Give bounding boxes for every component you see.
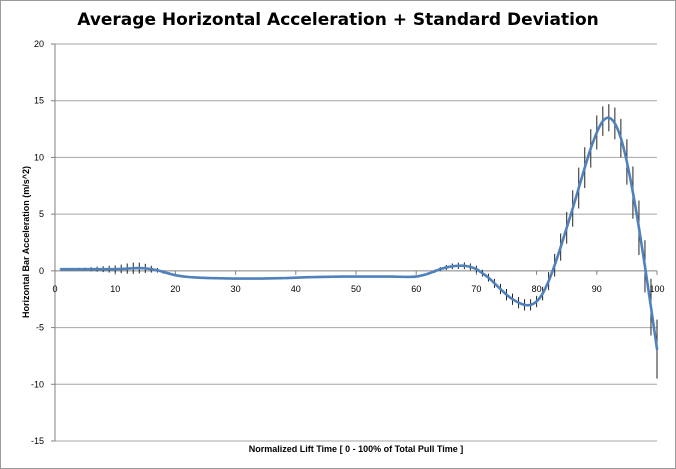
y-tick-label-20: 20	[34, 39, 44, 49]
axes	[51, 43, 658, 442]
y-tick-label-10: 10	[34, 152, 44, 162]
x-tick-label-40: 40	[291, 284, 301, 294]
y-tick-label-0: 0	[39, 266, 44, 276]
x-tick-label-70: 70	[471, 284, 481, 294]
x-tick-label-10: 10	[110, 284, 120, 294]
y-tick-label-15: 15	[34, 96, 44, 106]
x-tick-label-20: 20	[170, 284, 180, 294]
series-line-0	[59, 116, 659, 351]
x-tick-label-30: 30	[231, 284, 241, 294]
series-group	[59, 116, 659, 351]
x-axis-label: Normalized Lift Time [ 0 - 100% of Total…	[248, 444, 464, 454]
y-tick-label--15: -15	[31, 436, 44, 446]
x-tick-label-80: 80	[532, 284, 542, 294]
x-tick-label-100: 100	[649, 284, 664, 294]
x-tick-label-0: 0	[52, 284, 57, 294]
x-tick-label-60: 60	[411, 284, 421, 294]
y-tick-label-5: 5	[39, 209, 44, 219]
y-tick-label--10: -10	[31, 379, 44, 389]
y-tick-label--5: -5	[36, 323, 44, 333]
x-tick-label-50: 50	[351, 284, 361, 294]
x-tick-label-90: 90	[592, 284, 602, 294]
error-bars	[60, 104, 658, 379]
gridlines	[55, 43, 657, 442]
tick-labels: -15 -10 -5 0 5 10 15 20 0 10 20 30 40 50 60 70 80 90 100	[31, 39, 665, 446]
chart-title: Average Horizontal Acceleration + Standa…	[77, 10, 599, 30]
